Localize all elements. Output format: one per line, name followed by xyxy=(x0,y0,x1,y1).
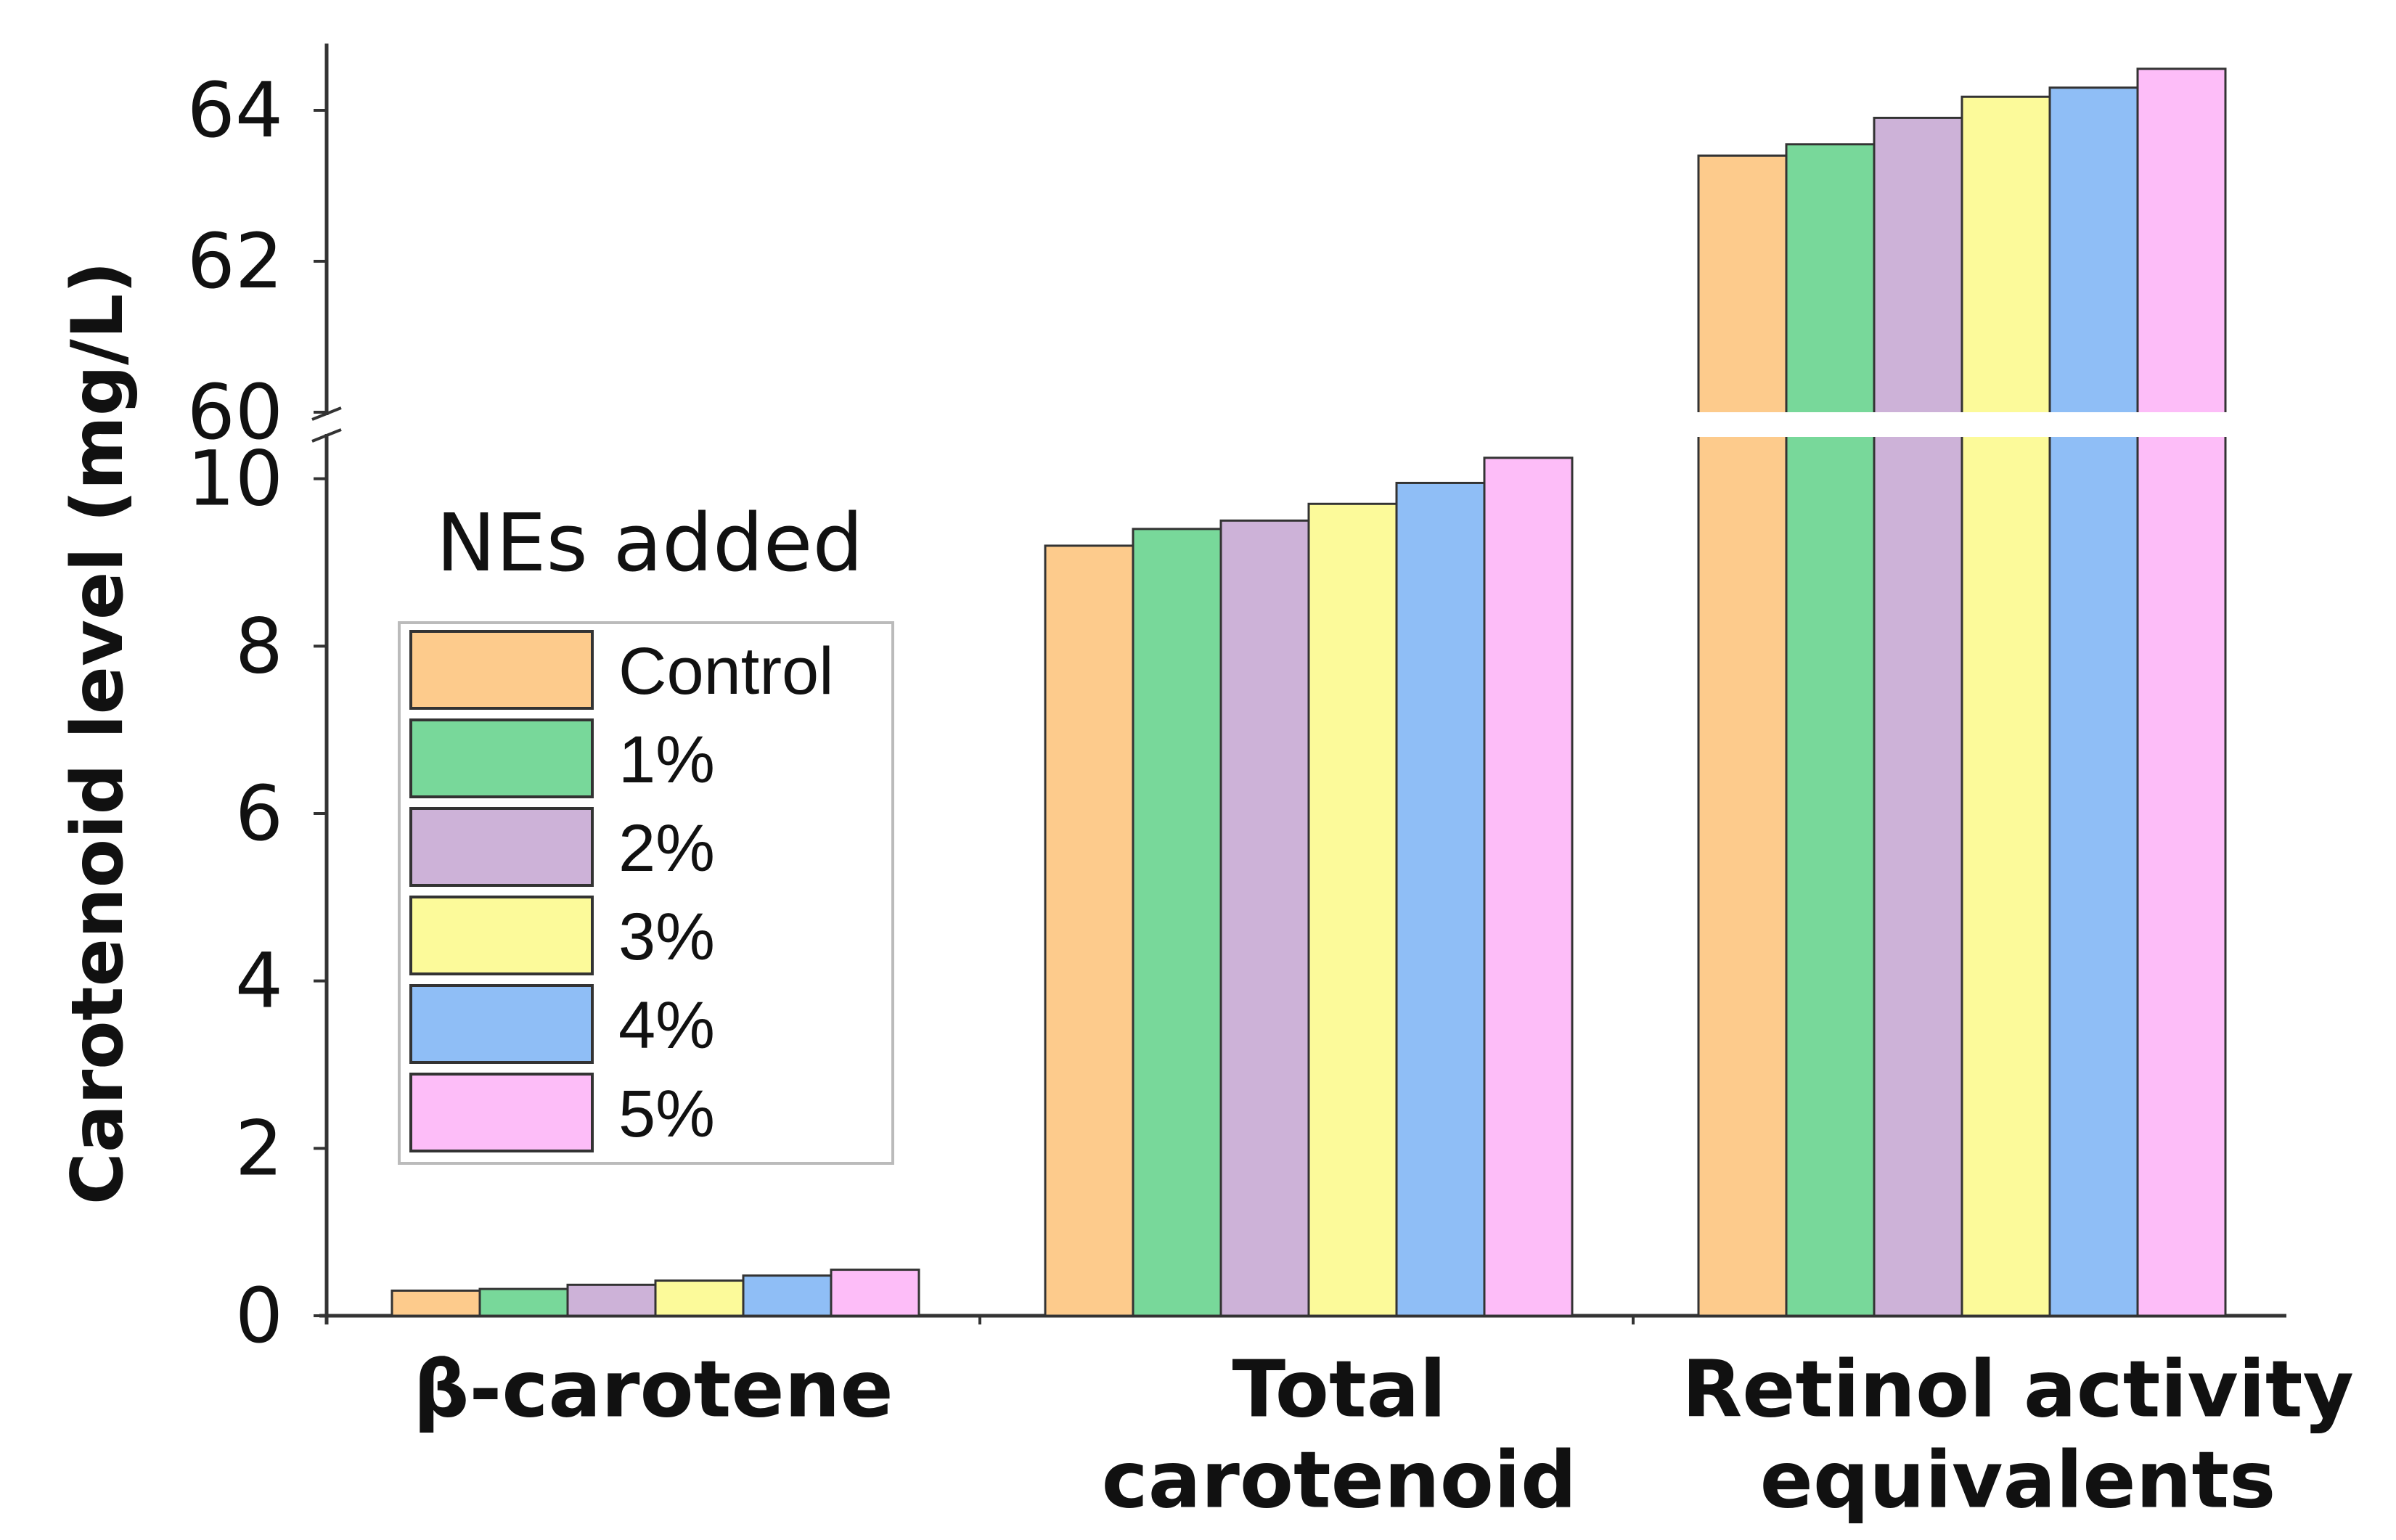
labels-layer: Carotenoid level (mg/L) β-carotene Totalca… xyxy=(57,261,2354,1526)
bar-2-5 xyxy=(2136,67,2227,1317)
legend-swatch-0 xyxy=(409,630,594,710)
legend-swatch-2 xyxy=(409,807,594,887)
y-tick-label-6: 60 xyxy=(187,368,283,456)
legend: NEs added Control 1% 2% 3% 4% 5% xyxy=(398,496,894,1165)
bar-1-0 xyxy=(1044,544,1134,1317)
category-label-1-line-0: Total xyxy=(1232,1345,1446,1435)
legend-label-4: 4% xyxy=(618,988,715,1062)
y-tick-label-0: 0 xyxy=(235,1271,283,1360)
y-tick-label-2: 4 xyxy=(235,937,283,1025)
category-label-0-line-0: β-carotene xyxy=(413,1345,894,1435)
category-label-1-line-1: carotenoid xyxy=(1102,1435,1577,1526)
bar-1-2 xyxy=(1219,519,1310,1317)
y-tick-label-5: 10 xyxy=(187,435,283,523)
bar-1-4 xyxy=(1395,481,1486,1317)
category-label-2-line-1: equivalents xyxy=(1760,1435,2276,1526)
bar-0-3 xyxy=(654,1279,745,1317)
bar-0-1 xyxy=(478,1287,569,1317)
axis-break-gap xyxy=(1691,412,2233,437)
bar-2-0 xyxy=(1697,154,1788,1317)
y-axis-label: Carotenoid level (mg/L) xyxy=(57,261,139,1205)
legend-label-2: 2% xyxy=(618,811,715,885)
legend-swatch-3 xyxy=(409,896,594,975)
bar-0-2 xyxy=(566,1283,657,1317)
legend-title: NEs added xyxy=(436,496,864,589)
bar-0-5 xyxy=(830,1269,920,1317)
y-tick-label-4: 8 xyxy=(235,602,283,690)
bar-2-2 xyxy=(1873,116,1963,1317)
y-tick-label-8: 64 xyxy=(187,66,283,155)
bar-1-5 xyxy=(1483,456,1574,1317)
legend-swatch-1 xyxy=(409,718,594,798)
bar-2-4 xyxy=(2048,86,2139,1317)
bar-1-3 xyxy=(1307,502,1398,1317)
axis-break-layer xyxy=(311,406,2233,443)
legend-label-5: 5% xyxy=(618,1077,715,1151)
legend-swatch-5 xyxy=(409,1073,594,1152)
y-tick-label-3: 6 xyxy=(235,769,283,858)
legend-label-0: Control xyxy=(618,634,834,708)
bar-1-1 xyxy=(1132,528,1222,1317)
axis-break-mark-lower xyxy=(311,428,342,443)
y-tick-label-7: 62 xyxy=(187,217,283,306)
bars-layer xyxy=(391,67,2227,1317)
bar-2-1 xyxy=(1785,143,1876,1317)
legend-label-3: 3% xyxy=(618,900,715,974)
legend-swatch-4 xyxy=(409,984,594,1064)
bar-0-0 xyxy=(391,1289,481,1317)
axis-break-axis-gap xyxy=(322,415,331,434)
y-tick-label-1: 2 xyxy=(235,1104,283,1192)
legend-label-1: 1% xyxy=(618,723,715,797)
bar-2-3 xyxy=(1960,95,2051,1317)
bar-0-4 xyxy=(742,1274,833,1317)
category-label-2-line-0: Retinol activity xyxy=(1682,1345,2354,1435)
